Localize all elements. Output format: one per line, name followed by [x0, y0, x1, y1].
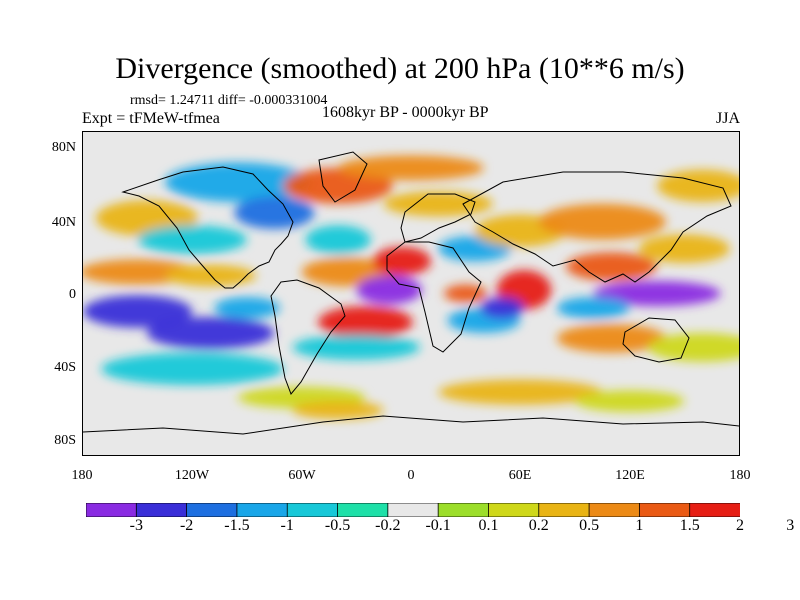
divergence-anomaly-region	[318, 306, 413, 339]
colorbar-label: -0.1	[425, 517, 451, 534]
colorbar-label: 1	[635, 517, 644, 534]
divergence-anomaly-region	[338, 155, 484, 181]
colorbar	[85, 502, 741, 518]
lon-tick: 180	[729, 468, 751, 483]
colorbar-label: -1.5	[224, 517, 250, 534]
coastlines	[83, 151, 739, 435]
divergence-anomaly-region	[638, 234, 730, 263]
colorbar-swatch	[689, 502, 741, 518]
colorbar-swatch	[85, 502, 138, 518]
divergence-anomaly-region	[556, 297, 630, 319]
colorbar-label: -2	[179, 517, 194, 534]
divergence-anomaly-region	[292, 401, 384, 420]
divergence-anomaly-region	[575, 390, 685, 412]
divergence-anomaly-region	[305, 225, 371, 255]
lon-tick: 60W	[288, 468, 316, 483]
stats-line: rmsd= 1.24711 diff= -0.000331004	[130, 93, 328, 108]
colorbar-label: 3	[786, 517, 795, 534]
lon-tick: 120W	[174, 468, 210, 483]
colorbar-label: 0.2	[528, 517, 549, 534]
divergence-anomaly-region	[101, 352, 284, 386]
divergence-anomaly-region	[556, 324, 667, 353]
colorbar-swatch	[236, 502, 289, 518]
divergence-anomaly-region	[383, 191, 494, 217]
colorbar-swatches	[85, 502, 741, 518]
divergence-anomaly-region	[443, 284, 488, 303]
divergence-anomaly-region	[565, 252, 657, 281]
divergence-anomaly-region	[593, 280, 721, 307]
colorbar-label: -0.2	[375, 517, 401, 534]
colorbar-label: -1	[280, 517, 294, 534]
colorbar-label: -0.5	[324, 517, 351, 534]
colorbar-label: 1.5	[679, 517, 700, 534]
colorbar-label: -3	[129, 517, 143, 534]
lon-tick: 60E	[508, 468, 532, 483]
divergence-anomaly-region	[372, 246, 432, 276]
divergence-anomaly-region	[165, 162, 311, 202]
colorbar-swatch	[437, 502, 490, 518]
map-title: Divergence (smoothed) at 200 hPa (10**6 …	[115, 52, 685, 85]
colorbar-swatch	[286, 502, 339, 518]
divergence-anomaly-region	[647, 332, 739, 362]
map-panel	[82, 131, 740, 456]
divergence-anomaly-region	[480, 297, 524, 319]
lon-tick: 0	[407, 468, 415, 483]
divergence-anomaly-region	[146, 316, 275, 350]
divergence-anomaly-region	[356, 275, 422, 305]
lat-tick: 40S	[54, 360, 76, 375]
colorbar-label: 2	[736, 517, 744, 534]
lon-tick: 180	[71, 468, 93, 483]
colorbar-label: 0.1	[478, 517, 499, 534]
lat-tick: 80S	[54, 433, 76, 448]
divergence-anomaly-region	[234, 196, 315, 229]
colorbar-swatch	[337, 502, 389, 518]
colorbar-swatch	[588, 502, 641, 518]
colorbar-swatch	[538, 502, 590, 518]
colorbar-swatch	[488, 502, 540, 518]
lat-tick: 80N	[51, 140, 76, 155]
divergence-field-map	[83, 132, 739, 455]
colorbar-swatch	[135, 502, 188, 518]
experiment-label: Expt = tFMeW-tfmea	[82, 110, 220, 127]
colorbar-label: 0.5	[579, 517, 600, 534]
season-label: JJA	[716, 110, 741, 127]
divergence-anomaly-region	[214, 297, 280, 319]
colorbar-swatch	[638, 502, 691, 518]
colorbar-swatch	[387, 502, 440, 518]
lon-tick: 120E	[615, 468, 645, 483]
lat-tick: 40N	[51, 215, 76, 230]
period-label: 1608kyr BP - 0000kyr BP	[322, 104, 489, 121]
lat-tick: 0	[69, 287, 76, 302]
divergence-anomaly-region	[538, 203, 667, 240]
divergence-anomaly-region	[137, 225, 247, 255]
divergence-anomaly-region	[83, 295, 193, 328]
colorbar-swatch	[186, 502, 238, 518]
divergence-anomaly-region	[292, 334, 421, 360]
divergence-anomaly-region	[438, 379, 603, 405]
